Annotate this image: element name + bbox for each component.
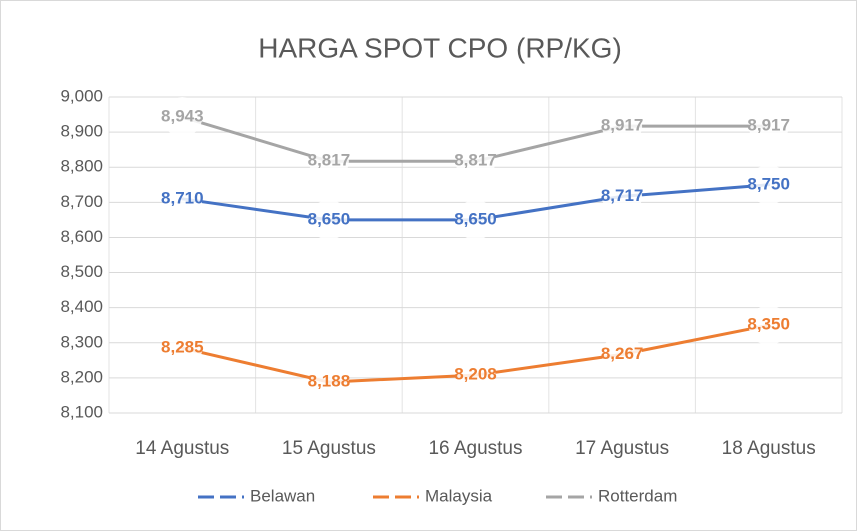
data-label: 8,208 xyxy=(454,365,497,384)
label-glow xyxy=(455,199,496,240)
x-tick-label: 15 Agustus xyxy=(282,438,376,459)
data-label: 8,943 xyxy=(161,106,204,125)
y-tick-label: 8,400 xyxy=(60,297,103,316)
data-label: 8,267 xyxy=(601,344,644,363)
data-label: 8,717 xyxy=(601,186,644,205)
legend-label: Belawan xyxy=(250,486,315,505)
label-glow xyxy=(162,97,203,138)
y-tick-label: 8,900 xyxy=(60,122,103,141)
label-glow xyxy=(455,141,496,182)
data-label: 8,917 xyxy=(747,116,790,135)
data-label: 8,710 xyxy=(161,188,204,207)
y-tick-label: 8,200 xyxy=(60,367,103,386)
y-tick-label: 8,800 xyxy=(60,157,103,176)
label-glow xyxy=(455,355,496,396)
label-glow xyxy=(602,176,643,217)
x-tick-label: 14 Agustus xyxy=(135,438,229,459)
y-tick-label: 8,600 xyxy=(60,227,103,246)
data-label: 8,350 xyxy=(747,315,790,334)
x-tick-label: 18 Agustus xyxy=(722,438,816,459)
data-label: 8,650 xyxy=(454,209,497,228)
legend-label: Rotterdam xyxy=(598,486,677,505)
label-glow xyxy=(748,305,789,346)
y-tick-label: 8,100 xyxy=(60,402,103,421)
data-label: 8,285 xyxy=(161,338,204,357)
label-glow xyxy=(162,178,203,219)
y-tick-label: 8,500 xyxy=(60,262,103,281)
data-label: 8,817 xyxy=(454,151,497,170)
label-glow xyxy=(162,328,203,369)
data-label: 8,650 xyxy=(308,209,351,228)
data-label: 8,917 xyxy=(601,116,644,135)
y-tick-label: 8,300 xyxy=(60,332,103,351)
label-glow xyxy=(748,106,789,147)
x-tick-label: 16 Agustus xyxy=(428,438,522,459)
chart-title: HARGA SPOT CPO (RP/KG) xyxy=(258,32,622,63)
data-label: 8,188 xyxy=(308,372,351,391)
data-label: 8,817 xyxy=(308,151,351,170)
label-glow xyxy=(602,106,643,147)
legend-label: Malaysia xyxy=(425,486,493,505)
data-label: 8,750 xyxy=(747,174,790,193)
label-glow xyxy=(748,164,789,205)
y-tick-label: 9,000 xyxy=(60,86,103,105)
label-glow xyxy=(308,141,349,182)
y-tick-label: 8,700 xyxy=(60,192,103,211)
label-glow xyxy=(308,362,349,403)
label-glow xyxy=(308,199,349,240)
x-tick-label: 17 Agustus xyxy=(575,438,669,459)
label-glow xyxy=(602,334,643,375)
